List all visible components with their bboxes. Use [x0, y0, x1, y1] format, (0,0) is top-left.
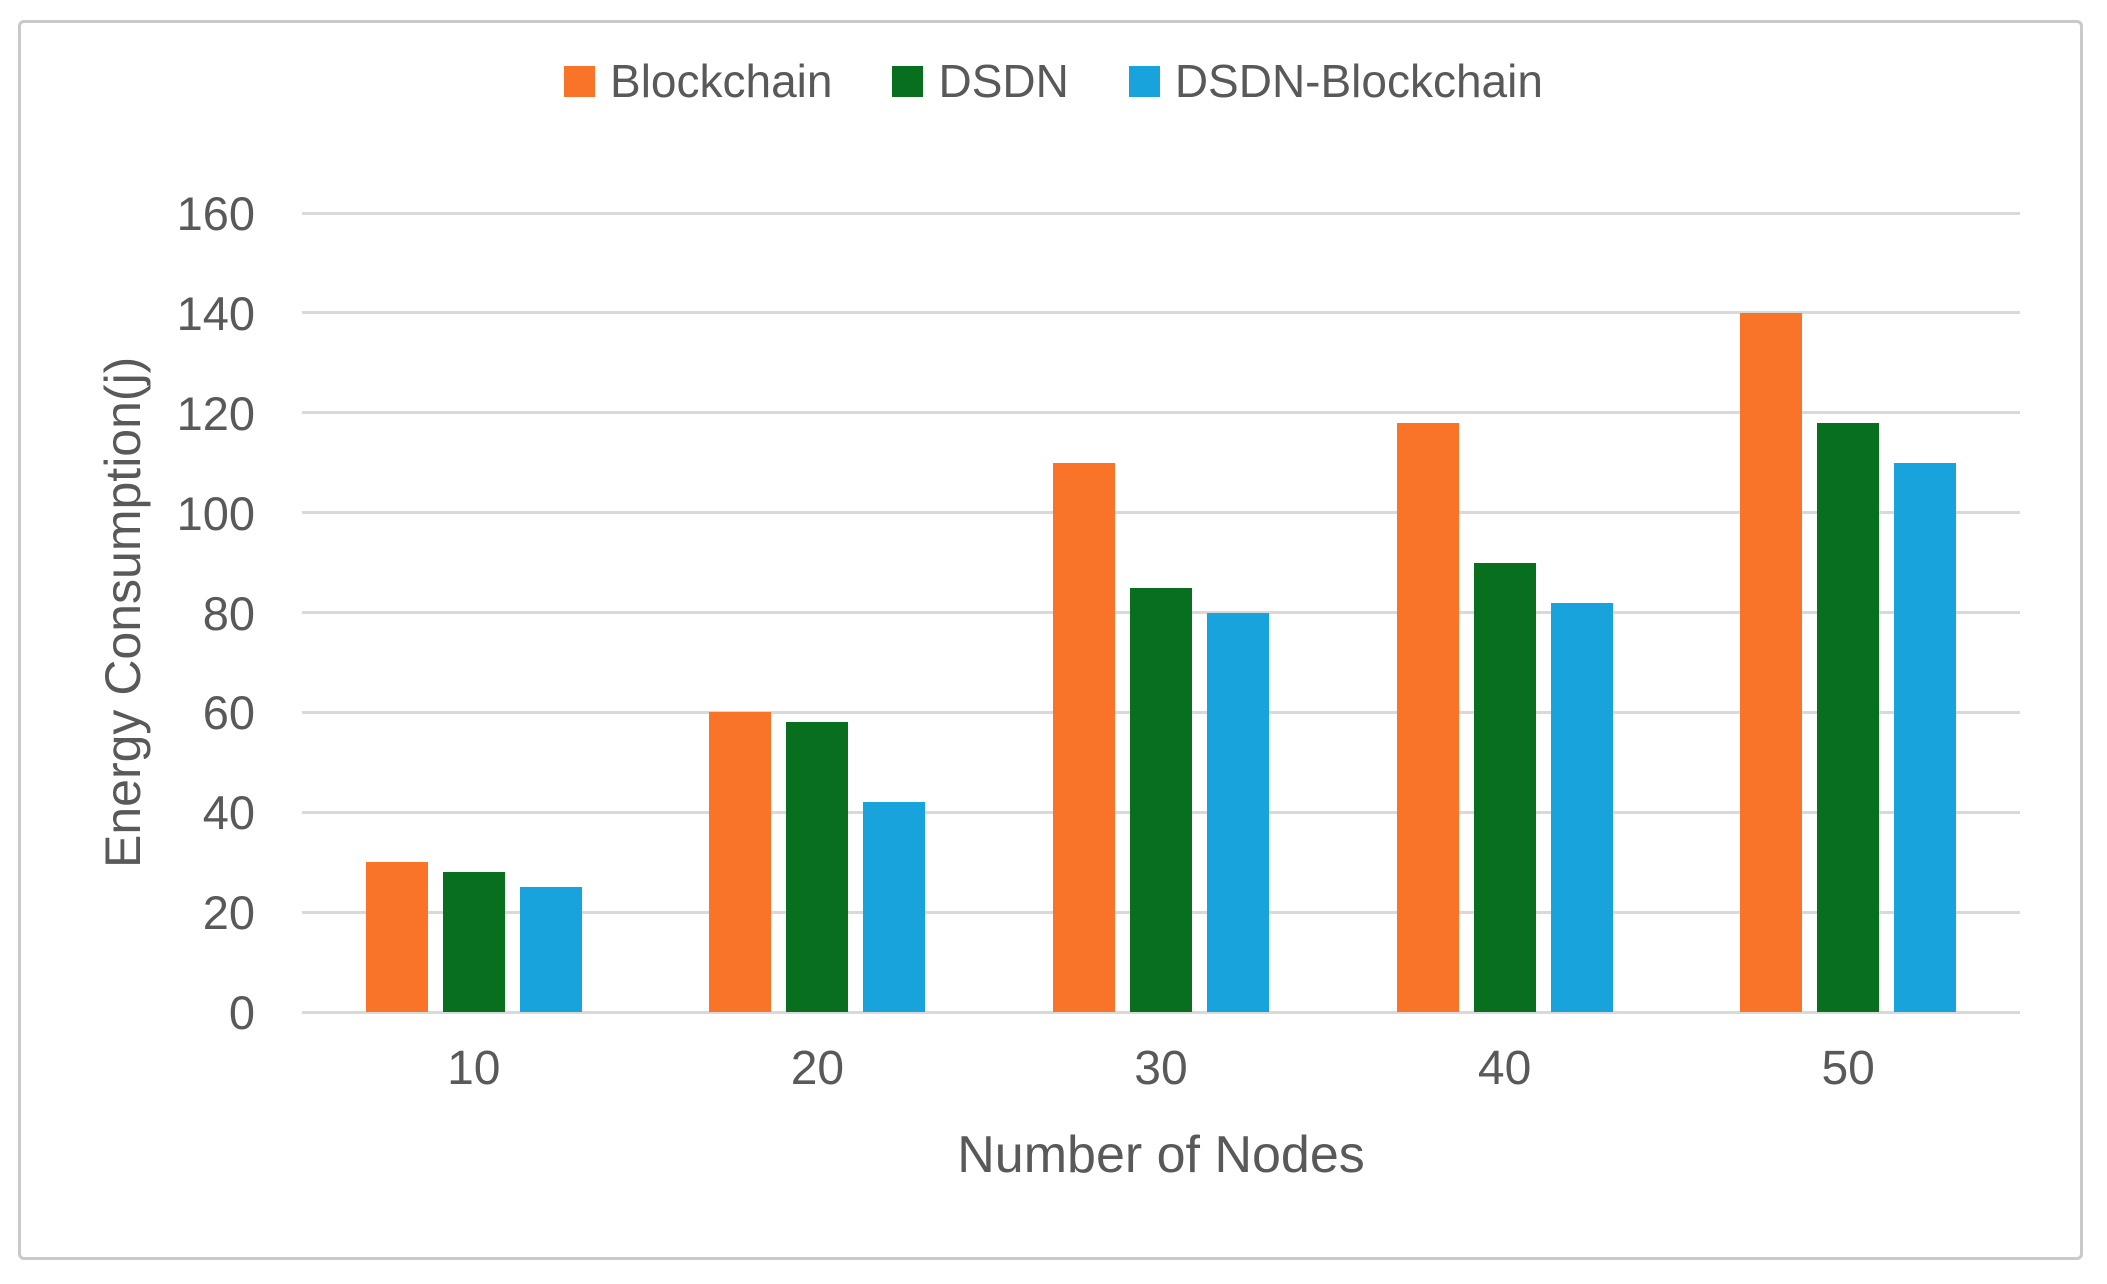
gridline-y-140 [302, 311, 2020, 315]
x-tick-label: 50 [1821, 1042, 1875, 1095]
legend-label: DSDN [938, 55, 1069, 107]
gridline-y-0 [302, 1010, 2020, 1014]
legend-swatch-icon [564, 65, 596, 97]
bar-dsdn-20 [786, 722, 849, 1012]
gridline-y-100 [302, 511, 2020, 515]
bar-dsdn-blockchain-50 [1894, 462, 1957, 1012]
bar-blockchain-20 [709, 712, 772, 1012]
bar-dsdn-blockchain-10 [519, 887, 582, 1012]
legend-item-dsdn: DSDN [892, 55, 1069, 107]
plot-area: 0 20 40 60 80 100 120 140 160 10 20 30 40 50 [177, 190, 2020, 1093]
x-tick-label: 10 [447, 1042, 501, 1095]
legend-swatch-icon [892, 65, 924, 97]
bar-dsdn-blockchain-30 [1207, 612, 1269, 1012]
figure-border [18, 20, 2083, 1260]
bar-dsdn-50 [1817, 422, 1880, 1012]
bar-dsdn-blockchain-40 [1550, 602, 1613, 1012]
gridline-y-160 [302, 211, 2020, 215]
bar-dsdn-30 [1130, 587, 1192, 1012]
bar-blockchain-30 [1053, 462, 1115, 1012]
bar-dsdn-40 [1473, 562, 1536, 1012]
gridline-y-120 [302, 411, 2020, 415]
y-tick-label: 0 [228, 986, 255, 1039]
x-tick-label: 40 [1477, 1042, 1532, 1095]
bar-dsdn-blockchain-20 [863, 802, 926, 1012]
bar-blockchain-50 [1740, 312, 1803, 1012]
y-tick-label: 40 [202, 786, 255, 840]
legend-swatch-icon [1128, 65, 1160, 97]
x-tick-label: 20 [790, 1042, 845, 1095]
chart-legend: Blockchain DSDN DSDN-Blockchain [0, 58, 2107, 104]
y-tick-label: 140 [176, 286, 255, 340]
bar-dsdn-10 [442, 872, 505, 1012]
bar-blockchain-40 [1396, 422, 1459, 1012]
x-axis-title: Number of Nodes [957, 1126, 1365, 1184]
legend-item-blockchain: Blockchain [564, 58, 832, 104]
legend-label: Blockchain [610, 55, 833, 107]
x-tick-label: 30 [1134, 1042, 1188, 1095]
y-tick-label: 20 [202, 886, 255, 940]
bar-blockchain-10 [365, 862, 428, 1012]
y-tick-label: 100 [176, 486, 255, 540]
legend-item-dsdn-blockchain: DSDN-Blockchain [1128, 55, 1543, 107]
legend-label: DSDN-Blockchain [1174, 55, 1543, 107]
y-tick-label: 120 [176, 386, 255, 440]
y-tick-label: 60 [202, 686, 255, 740]
y-tick-label: 80 [202, 586, 255, 640]
y-tick-label: 160 [176, 187, 255, 240]
